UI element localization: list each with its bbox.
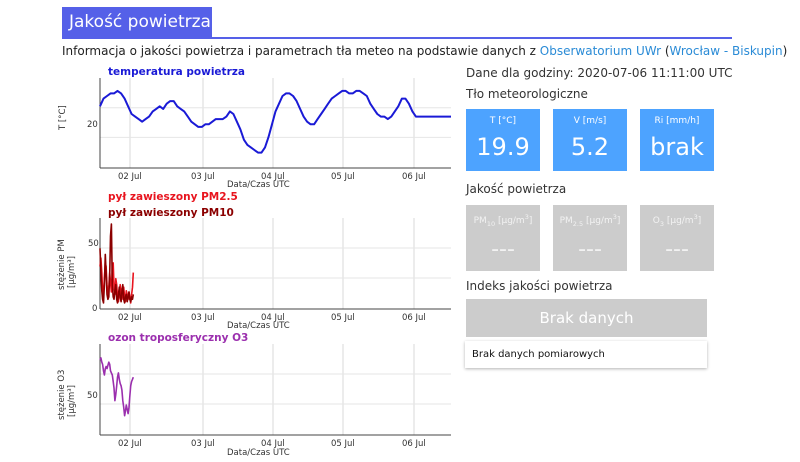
o3-tile-value: --- (665, 236, 689, 262)
temp-chart-title: temperatura powietrza (108, 66, 245, 78)
x-tick-label: 03 Jul (191, 439, 215, 449)
pm10-tile-label: PM10 [μg/m3] (473, 213, 533, 228)
title-underline (62, 37, 732, 39)
rain-tile: Ri [mm/h] brak (640, 109, 714, 171)
x-tick-label: 05 Jul (331, 439, 355, 449)
temperature-tile-label: T [°C] (489, 116, 517, 126)
x-tick-label: 02 Jul (118, 439, 142, 449)
x-tick-label: 02 Jul (118, 313, 142, 323)
rain-tile-value: brak (650, 133, 704, 161)
pm25-tile: PM2.5 [μg/m3] --- (553, 205, 627, 271)
pm25-chart-title: pył zawieszony PM2.5 (108, 191, 238, 203)
wind-tile-value: 5.2 (570, 133, 610, 161)
pm10-tile-value: --- (491, 236, 515, 262)
x-tick-label: 04 Jul (261, 313, 285, 323)
meteo-heading: Tło meteorologiczne (466, 87, 588, 101)
air-heading: Jakość powietrza (466, 182, 567, 196)
pm-x-label: Data/Czas UTC (227, 321, 290, 331)
pm25-tile-label: PM2.5 [μg/m3] (559, 213, 621, 228)
observatory-link[interactable]: Obserwatorium UWr (539, 44, 662, 58)
series-line-1 (99, 89, 451, 154)
info-prefix: Informacja o jakości powietrza i paramet… (62, 44, 540, 58)
index-message: Brak danych pomiarowych (465, 341, 707, 368)
x-tick-label: 04 Jul (261, 172, 285, 182)
x-tick-label: 05 Jul (331, 172, 355, 182)
o3-x-label: Data/Czas UTC (227, 448, 290, 458)
series-line-2 (99, 223, 135, 304)
o3-y-label-2: [μg/m³] (67, 385, 77, 417)
temp-y-tick-20: 20 (87, 120, 98, 130)
wind-tile: V [m/s] 5.2 (553, 109, 627, 171)
pm10-tile: PM10 [μg/m3] --- (466, 205, 540, 271)
pm-y-tick-0: 0 (92, 304, 98, 314)
wind-tile-label: V [m/s] (573, 116, 607, 126)
index-heading: Indeks jakości powietrza (466, 279, 613, 293)
o3-tile: O3 [μg/m3] --- (640, 205, 714, 271)
pm25-tile-value: --- (578, 236, 602, 262)
o3-y-label-1: stężenie O3 (57, 369, 67, 420)
pm-y-tick-50: 50 (88, 239, 99, 249)
x-tick-label: 04 Jul (261, 439, 285, 449)
x-tick-label: 06 Jul (402, 172, 426, 182)
air-quality-index-button[interactable]: Brak danych (466, 299, 707, 337)
info-text: Informacja o jakości powietrza i paramet… (62, 44, 787, 58)
x-tick-label: 02 Jul (118, 172, 142, 182)
pm-y-label-1: stężenie PM (57, 239, 67, 290)
page-title: Jakość powietrza (62, 7, 212, 38)
pm-y-label-2: [μg/m³] (67, 256, 77, 288)
x-tick-label: 03 Jul (191, 172, 215, 182)
location-link[interactable]: Wrocław - Biskupin (669, 44, 783, 58)
x-tick-label: 05 Jul (331, 313, 355, 323)
series-line-1 (99, 357, 135, 417)
x-tick-label: 03 Jul (191, 313, 215, 323)
o3-chart-title: ozon troposferyczny O3 (108, 332, 249, 344)
o3-tile-label: O3 [μg/m3] (652, 213, 702, 228)
temp-x-label: Data/Czas UTC (227, 180, 290, 190)
temperature-tile: T [°C] 19.9 (466, 109, 540, 171)
info-paren-close: ) (782, 44, 788, 58)
info-paren-open: ( (661, 44, 670, 58)
series-line-1 (99, 257, 135, 304)
x-tick-label: 06 Jul (402, 439, 426, 449)
pm10-chart-title: pył zawieszony PM10 (108, 207, 234, 219)
temp-y-label: T [°C] (58, 105, 68, 130)
rain-tile-label: Ri [mm/h] (654, 116, 700, 126)
temperature-tile-value: 19.9 (476, 133, 530, 161)
data-time: Dane dla godziny: 2020-07-06 11:11:00 UT… (466, 66, 733, 80)
x-tick-label: 06 Jul (402, 313, 426, 323)
o3-y-tick-50: 50 (87, 391, 98, 401)
